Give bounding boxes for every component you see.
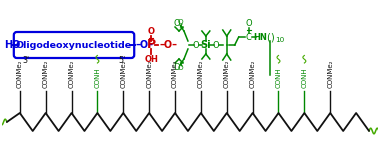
Text: CONMe₂: CONMe₂	[146, 60, 152, 88]
Text: O: O	[177, 65, 183, 71]
Text: (: (	[266, 32, 271, 42]
Text: CONMe₂: CONMe₂	[327, 60, 333, 88]
Text: CONMe₂: CONMe₂	[172, 60, 178, 88]
Text: ): )	[271, 32, 274, 42]
Text: O: O	[212, 40, 219, 50]
Text: O: O	[174, 18, 180, 27]
Text: CONMe₂: CONMe₂	[43, 60, 49, 88]
Text: CONMe₂: CONMe₂	[249, 60, 256, 88]
Text: OH: OH	[144, 54, 158, 63]
Text: 3': 3'	[22, 56, 29, 65]
Text: O: O	[148, 27, 155, 36]
Text: CONH: CONH	[276, 67, 282, 88]
Text: CONMe₂: CONMe₂	[198, 60, 204, 88]
Text: CONMe₂: CONMe₂	[120, 60, 126, 88]
Text: Oligodeoxynucleotide: Oligodeoxynucleotide	[16, 40, 132, 50]
Text: CONMe₂: CONMe₂	[224, 60, 230, 88]
FancyBboxPatch shape	[14, 32, 134, 58]
Text: O: O	[193, 40, 199, 50]
Text: O: O	[174, 63, 180, 72]
Text: CONH: CONH	[301, 67, 307, 88]
Text: Si: Si	[201, 40, 211, 50]
Text: –O–: –O–	[159, 40, 177, 50]
Text: CONMe₂: CONMe₂	[68, 60, 74, 88]
Text: C: C	[246, 33, 252, 42]
Text: –O–: –O–	[135, 40, 153, 50]
Text: CONMe₂: CONMe₂	[17, 60, 23, 88]
Text: O: O	[177, 19, 183, 25]
Text: 5': 5'	[119, 56, 126, 65]
Text: P: P	[147, 39, 156, 51]
Text: CONH: CONH	[94, 67, 101, 88]
Text: O: O	[245, 20, 252, 28]
Text: 10: 10	[276, 37, 285, 43]
Text: HO: HO	[4, 40, 20, 50]
Text: HN: HN	[254, 33, 268, 42]
